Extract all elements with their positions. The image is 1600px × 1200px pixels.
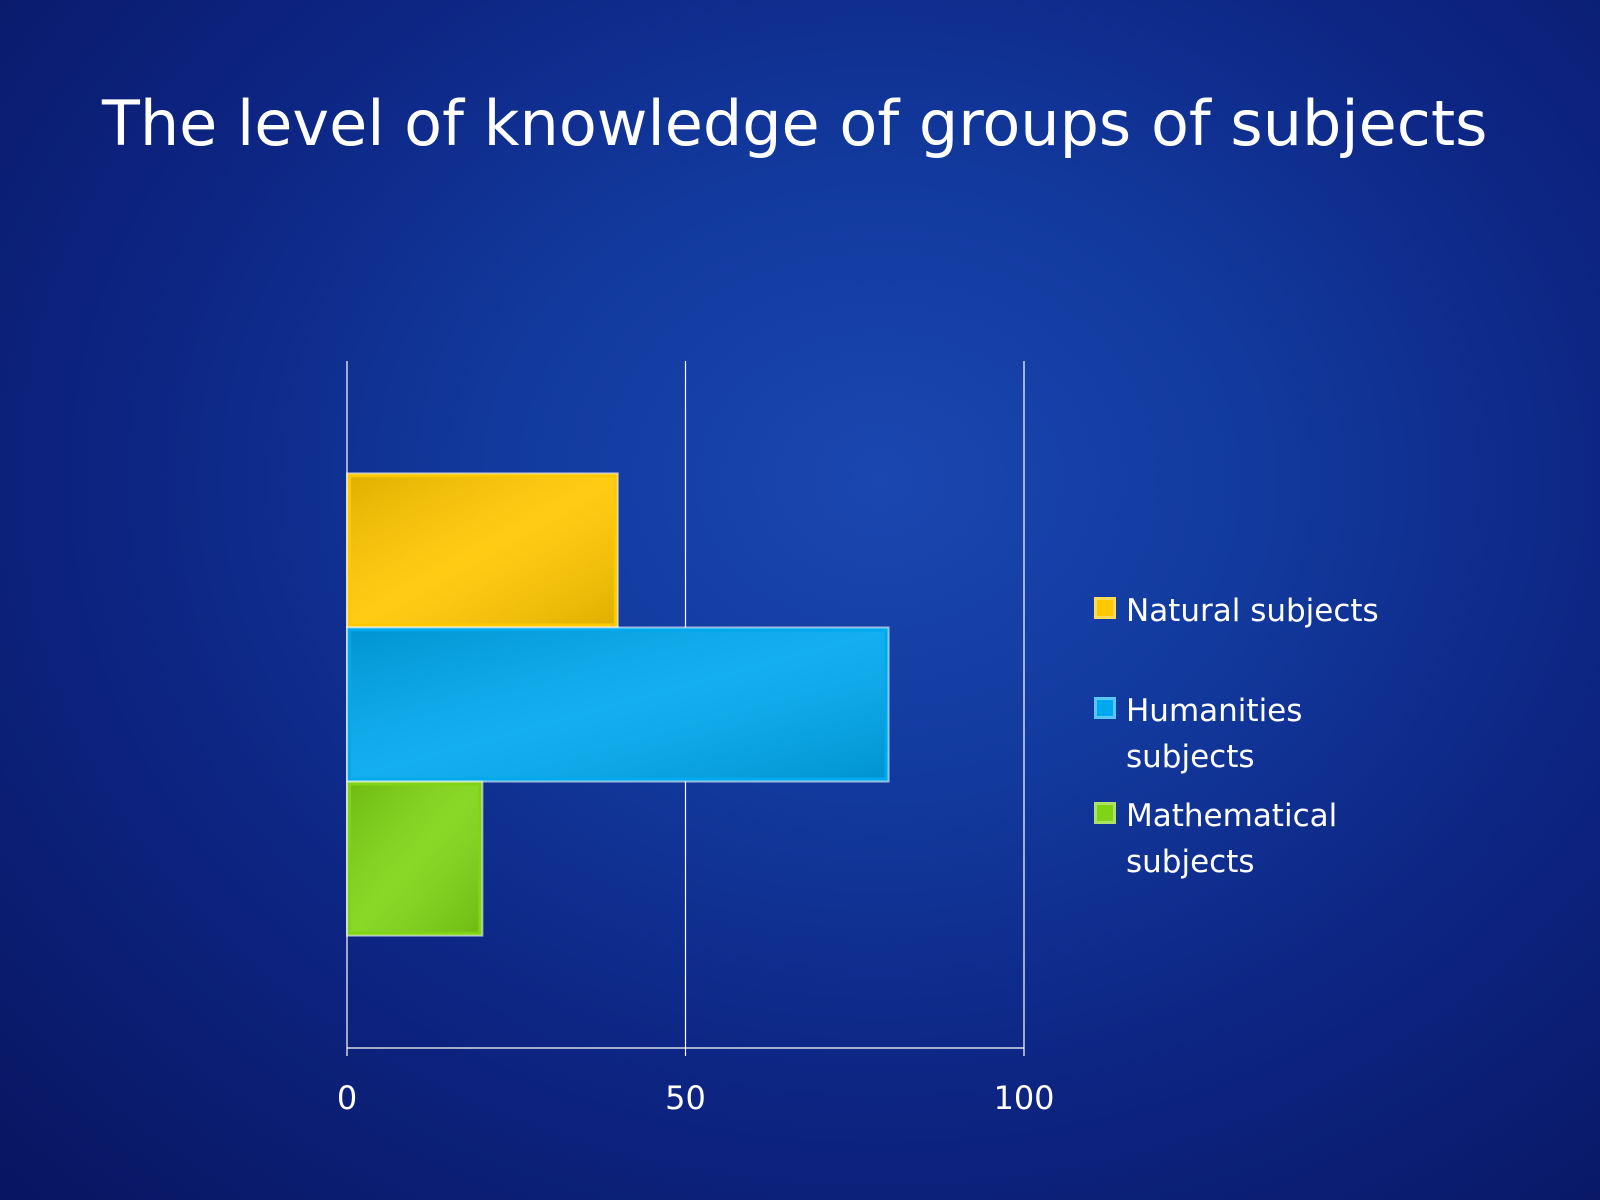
legend-label: Humanities subjects	[1126, 693, 1303, 775]
bar-group	[346, 626, 890, 783]
legend-item: Mathematical subjects	[1094, 793, 1386, 885]
legend-swatch	[1094, 697, 1116, 719]
legend-label: Natural subjects	[1126, 593, 1379, 629]
legend-item: Natural subjects	[1094, 588, 1386, 634]
legend-label: Mathematical subjects	[1126, 798, 1338, 880]
bar-shine	[351, 631, 885, 778]
x-tick-label: 50	[665, 1079, 706, 1117]
x-tick-label: 0	[337, 1079, 357, 1117]
x-tick-label: 100	[993, 1079, 1054, 1117]
bar-shine	[351, 477, 614, 624]
legend-swatch	[1094, 597, 1116, 619]
bar-group	[346, 780, 484, 937]
legend-item: Humanities subjects	[1094, 688, 1386, 780]
bar-shine	[351, 785, 479, 932]
legend-swatch	[1094, 802, 1116, 824]
bar-group	[346, 472, 619, 629]
chart-title: The level of knowledge of groups of subj…	[101, 87, 1487, 160]
